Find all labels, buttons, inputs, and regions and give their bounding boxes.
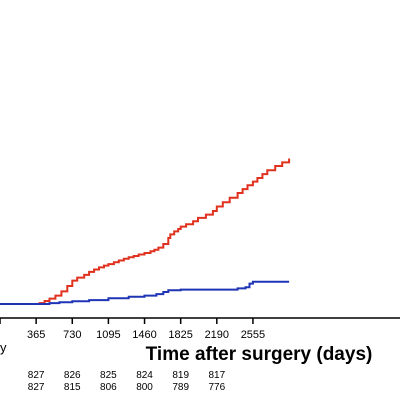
risk-value: 776 xyxy=(208,382,225,393)
risk-value: 789 xyxy=(172,382,189,393)
x-tick-label: 2190 xyxy=(205,329,229,341)
x-tick-label: 1095 xyxy=(96,329,120,341)
risk-value: 827 xyxy=(28,370,45,381)
risk-value: 826 xyxy=(64,370,81,381)
left-cut-label: y xyxy=(0,340,7,355)
risk-value: 817 xyxy=(208,370,225,381)
x-tick-label: 2555 xyxy=(241,329,265,341)
risk-value: 815 xyxy=(64,382,81,393)
series-layer xyxy=(0,158,291,305)
risk-value: 806 xyxy=(100,382,117,393)
x-tick-label: 365 xyxy=(27,329,45,341)
x-tick-label: 1460 xyxy=(132,329,156,341)
series-line-1 xyxy=(0,280,290,305)
risk-value: 819 xyxy=(172,370,189,381)
risk-table: 827 826 825 824 819 817 827 815 806 800 789 776 xyxy=(28,370,226,393)
x-tick-label: 1825 xyxy=(168,329,192,341)
series-line-0 xyxy=(0,158,291,305)
x-tick-label: 730 xyxy=(63,329,81,341)
x-ticks: 365 730 1095 1460 1825 2190 2555 xyxy=(0,318,265,341)
x-axis-title: Time after surgery (days) xyxy=(146,344,373,365)
risk-value: 827 xyxy=(28,382,45,393)
risk-value: 800 xyxy=(136,382,153,393)
risk-value: 825 xyxy=(100,370,117,381)
risk-value: 824 xyxy=(136,370,153,381)
